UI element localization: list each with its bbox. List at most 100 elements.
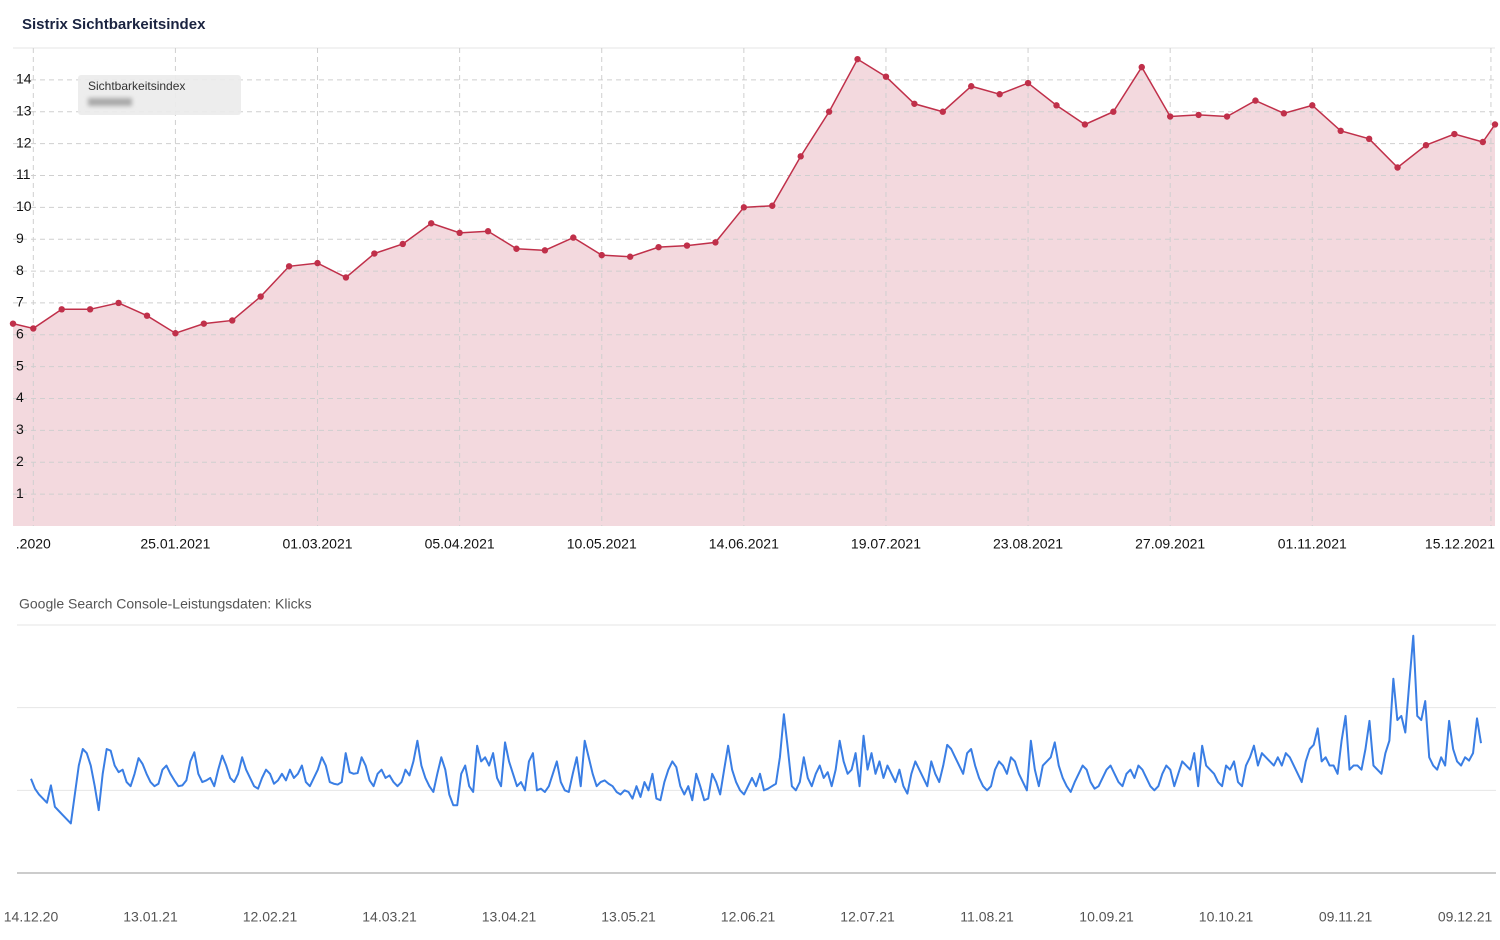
x-tick-label: 09.11.21 — [1319, 909, 1373, 925]
x-tick-label: 12.06.21 — [721, 909, 776, 925]
x-tick-label: 15.12.2021 — [1425, 536, 1495, 552]
y-tick-label: 11 — [16, 166, 31, 182]
data-point — [1081, 121, 1089, 128]
chart-title: Sistrix Sichtbarkeitsindex — [22, 16, 206, 33]
plot-area — [13, 59, 1495, 527]
data-point — [825, 108, 833, 115]
data-point — [541, 247, 549, 254]
y-tick-label: 2 — [16, 453, 24, 469]
data-point — [30, 325, 37, 332]
x-tick-label: 23.08.2021 — [993, 536, 1063, 552]
y-tick-label: 12 — [16, 134, 32, 150]
data-point — [257, 293, 264, 300]
x-tick-label: 14.06.2021 — [709, 536, 779, 552]
data-point — [939, 108, 947, 115]
x-tick-label: 01.03.2021 — [282, 536, 352, 552]
data-point — [1422, 141, 1430, 149]
legend-label: Sichtbarkeitsindex — [88, 79, 185, 93]
data-point — [1110, 108, 1117, 115]
y-tick-label: 4 — [16, 389, 24, 405]
data-point — [115, 299, 122, 307]
line — [12, 58, 1496, 335]
legend-blurred-site — [88, 98, 132, 106]
data-point — [740, 204, 748, 211]
x-tick-label: 09.12.21 — [1438, 909, 1493, 925]
data-point — [911, 100, 918, 107]
data-point — [1451, 130, 1458, 138]
data-point — [143, 312, 151, 319]
x-tick-label: 01.11.2021 — [1278, 536, 1347, 552]
y-tick-label: 7 — [16, 294, 24, 310]
data-point — [484, 228, 492, 235]
data-point — [172, 330, 179, 337]
data-point — [769, 202, 776, 209]
data-point — [683, 242, 691, 249]
x-tick-label: 10.05.2021 — [567, 536, 637, 552]
x-tick-label: 11.08.21 — [960, 909, 1014, 925]
data-point — [9, 320, 17, 327]
data-point — [968, 83, 975, 90]
x-tick-label: 05.04.2021 — [425, 536, 495, 552]
x-tick-label: 12.07.21 — [840, 909, 895, 925]
x-tick-label: 10.09.21 — [1079, 909, 1134, 925]
data-point — [399, 240, 406, 248]
x-tick-label: 19.07.2021 — [851, 536, 921, 552]
data-point — [626, 253, 634, 260]
y-tick-label: 10 — [16, 198, 32, 214]
x-tick-label: 12.02.21 — [243, 909, 298, 925]
data-point — [86, 306, 94, 313]
x-tick-label: 14.12.20 — [4, 909, 59, 925]
data-point — [428, 220, 435, 227]
data-point — [456, 229, 463, 237]
y-tick-label: 1 — [16, 485, 24, 501]
x-tick-label: .2020 — [16, 536, 51, 552]
data-point — [854, 55, 861, 63]
data-point — [1223, 113, 1231, 120]
data-point — [1195, 111, 1202, 119]
data-point — [1479, 138, 1487, 146]
y-tick-label: 14 — [16, 71, 32, 87]
x-tick-label: 13.05.21 — [601, 909, 656, 925]
data-point — [1280, 110, 1288, 117]
y-tick-label: 8 — [16, 262, 24, 278]
x-tick-label: 13.04.21 — [482, 909, 537, 925]
data-point — [285, 263, 293, 270]
data-point — [1166, 113, 1174, 120]
data-point — [655, 243, 662, 251]
x-tick-label: 25.01.2021 — [140, 536, 210, 552]
data-point — [1394, 164, 1401, 171]
y-tick-label: 6 — [16, 326, 24, 342]
data-point — [598, 251, 605, 259]
y-tick-label: 5 — [16, 357, 24, 373]
data-point — [371, 250, 378, 257]
data-point — [570, 234, 577, 241]
data-point — [58, 306, 65, 313]
x-tick-label: 10.10.21 — [1199, 909, 1254, 925]
y-tick-label: 13 — [16, 102, 32, 118]
data-point — [996, 91, 1003, 98]
y-tick-label: 9 — [16, 230, 24, 246]
x-tick-label: 13.01.21 — [123, 909, 178, 925]
chart-title: Google Search Console-Leistungsdaten: Kl… — [19, 596, 312, 612]
data-point — [342, 274, 350, 281]
data-point — [1491, 121, 1499, 128]
area — [13, 59, 1495, 527]
data-point — [1309, 102, 1316, 109]
data-point — [1337, 127, 1344, 135]
data-point — [314, 259, 321, 267]
data-point — [513, 245, 520, 252]
data-point — [200, 320, 208, 327]
data-point — [882, 73, 890, 80]
data-point — [797, 153, 804, 160]
data-point — [229, 317, 236, 324]
x-tick-label: 27.09.2021 — [1135, 536, 1205, 552]
x-tick-label: 14.03.21 — [362, 909, 417, 925]
y-tick-label: 3 — [16, 421, 24, 437]
data-point — [712, 239, 719, 246]
data-point — [1053, 102, 1060, 109]
data-point — [1365, 135, 1373, 143]
data-point — [1138, 63, 1145, 71]
line — [30, 634, 1482, 825]
